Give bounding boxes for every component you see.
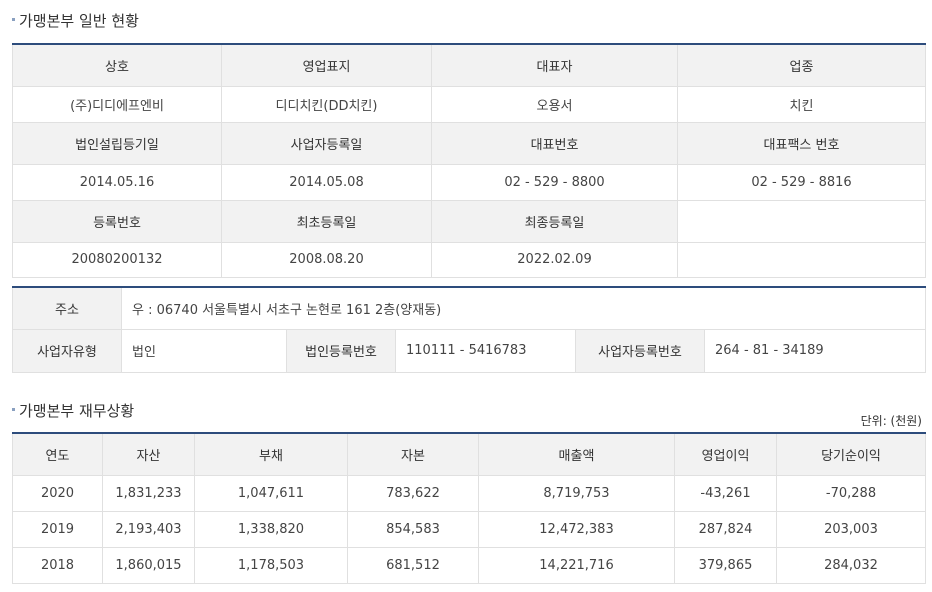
general-section-title: 가맹본부 일반 현황 xyxy=(12,10,139,31)
header-cell: 자본 xyxy=(347,432,479,476)
table-cell: 783,622 xyxy=(347,474,479,512)
table-cell: 2020 xyxy=(12,474,103,512)
empty-cell xyxy=(677,241,926,278)
table-cell: 287,824 xyxy=(674,510,777,548)
table-cell: -43,261 xyxy=(674,474,777,512)
header-cell: 최종등록일 xyxy=(431,199,678,243)
table-cell: 1,831,233 xyxy=(102,474,195,512)
empty-cell xyxy=(677,199,926,243)
business-type-label: 사업자유형 xyxy=(12,328,122,373)
table-cell: 379,865 xyxy=(674,546,777,584)
table-cell: 1,338,820 xyxy=(194,510,348,548)
table-cell: 203,003 xyxy=(776,510,926,548)
finance-title-text: 가맹본부 재무상황 xyxy=(19,402,135,420)
header-cell: 자산 xyxy=(102,432,195,476)
header-cell: 대표팩스 번호 xyxy=(677,121,926,165)
header-cell: 최초등록일 xyxy=(221,199,432,243)
table-cell: 284,032 xyxy=(776,546,926,584)
business-type-value: 법인 xyxy=(121,328,287,373)
table-cell: -70,288 xyxy=(776,474,926,512)
table-row: 2018 1,860,015 1,178,503 681,512 14,221,… xyxy=(12,546,926,584)
table-cell: 2,193,403 xyxy=(102,510,195,548)
table-cell: 681,512 xyxy=(347,546,479,584)
company-name: (주)디디에프엔비 xyxy=(12,85,222,123)
address-value: 우 : 06740 서울특별시 서초구 논현로 161 2층(양재동) xyxy=(120,286,927,330)
fax-number: 02 - 529 - 8816 xyxy=(677,163,926,201)
address-table: 주소 우 : 06740 서울특별시 서초구 논현로 161 2층(양재동) 사… xyxy=(12,286,927,373)
business-registration-date: 2014.05.08 xyxy=(221,163,432,201)
unit-label: 단위: (천원) xyxy=(860,414,922,428)
table-row: 2019 2,193,403 1,338,820 854,583 12,472,… xyxy=(12,510,926,548)
general-table: 상호 영업표지 대표자 업종 (주)디디에프엔비 디디치킨(DD치킨) 오용서 … xyxy=(12,43,926,278)
business-number-value: 264 - 81 - 34189 xyxy=(703,328,927,373)
first-registration-date: 2008.08.20 xyxy=(221,241,432,278)
header-cell: 매출액 xyxy=(478,432,675,476)
table-cell: 14,221,716 xyxy=(478,546,675,584)
brand-name: 디디치킨(DD치킨) xyxy=(221,85,432,123)
header-cell: 당기순이익 xyxy=(776,432,926,476)
table-cell: 2018 xyxy=(12,546,103,584)
table-cell: 1,178,503 xyxy=(194,546,348,584)
header-cell: 대표자 xyxy=(431,43,678,87)
table-cell: 854,583 xyxy=(347,510,479,548)
representative: 오용서 xyxy=(431,85,678,123)
header-cell: 영업표지 xyxy=(221,43,432,87)
table-row: 2020 1,831,233 1,047,611 783,622 8,719,7… xyxy=(12,474,926,512)
registration-number: 20080200132 xyxy=(12,241,222,278)
bullet-icon xyxy=(12,408,15,411)
corporate-number-label: 법인등록번호 xyxy=(286,328,396,373)
business-number-label: 사업자등록번호 xyxy=(575,328,705,373)
table-cell: 1,860,015 xyxy=(102,546,195,584)
header-cell: 사업자등록일 xyxy=(221,121,432,165)
address-label: 주소 xyxy=(12,286,122,330)
header-cell: 연도 xyxy=(12,432,103,476)
general-title-text: 가맹본부 일반 현황 xyxy=(19,12,139,30)
industry: 치킨 xyxy=(677,85,926,123)
header-cell: 등록번호 xyxy=(12,199,222,243)
last-registration-date: 2022.02.09 xyxy=(431,241,678,278)
phone-number: 02 - 529 - 8800 xyxy=(431,163,678,201)
bullet-icon xyxy=(12,18,15,21)
header-cell: 상호 xyxy=(12,43,222,87)
table-cell: 12,472,383 xyxy=(478,510,675,548)
finance-table: 연도 자산 부채 자본 매출액 영업이익 당기순이익 2020 1,831,23… xyxy=(12,432,926,584)
header-cell: 부채 xyxy=(194,432,348,476)
table-cell: 2019 xyxy=(12,510,103,548)
header-cell: 법인설립등기일 xyxy=(12,121,222,165)
header-cell: 업종 xyxy=(677,43,926,87)
finance-section-title: 가맹본부 재무상황 xyxy=(12,400,134,421)
table-cell: 8,719,753 xyxy=(478,474,675,512)
incorporation-date: 2014.05.16 xyxy=(12,163,222,201)
header-cell: 대표번호 xyxy=(431,121,678,165)
corporate-number-value: 110111 - 5416783 xyxy=(395,328,576,373)
table-cell: 1,047,611 xyxy=(194,474,348,512)
header-cell: 영업이익 xyxy=(674,432,777,476)
